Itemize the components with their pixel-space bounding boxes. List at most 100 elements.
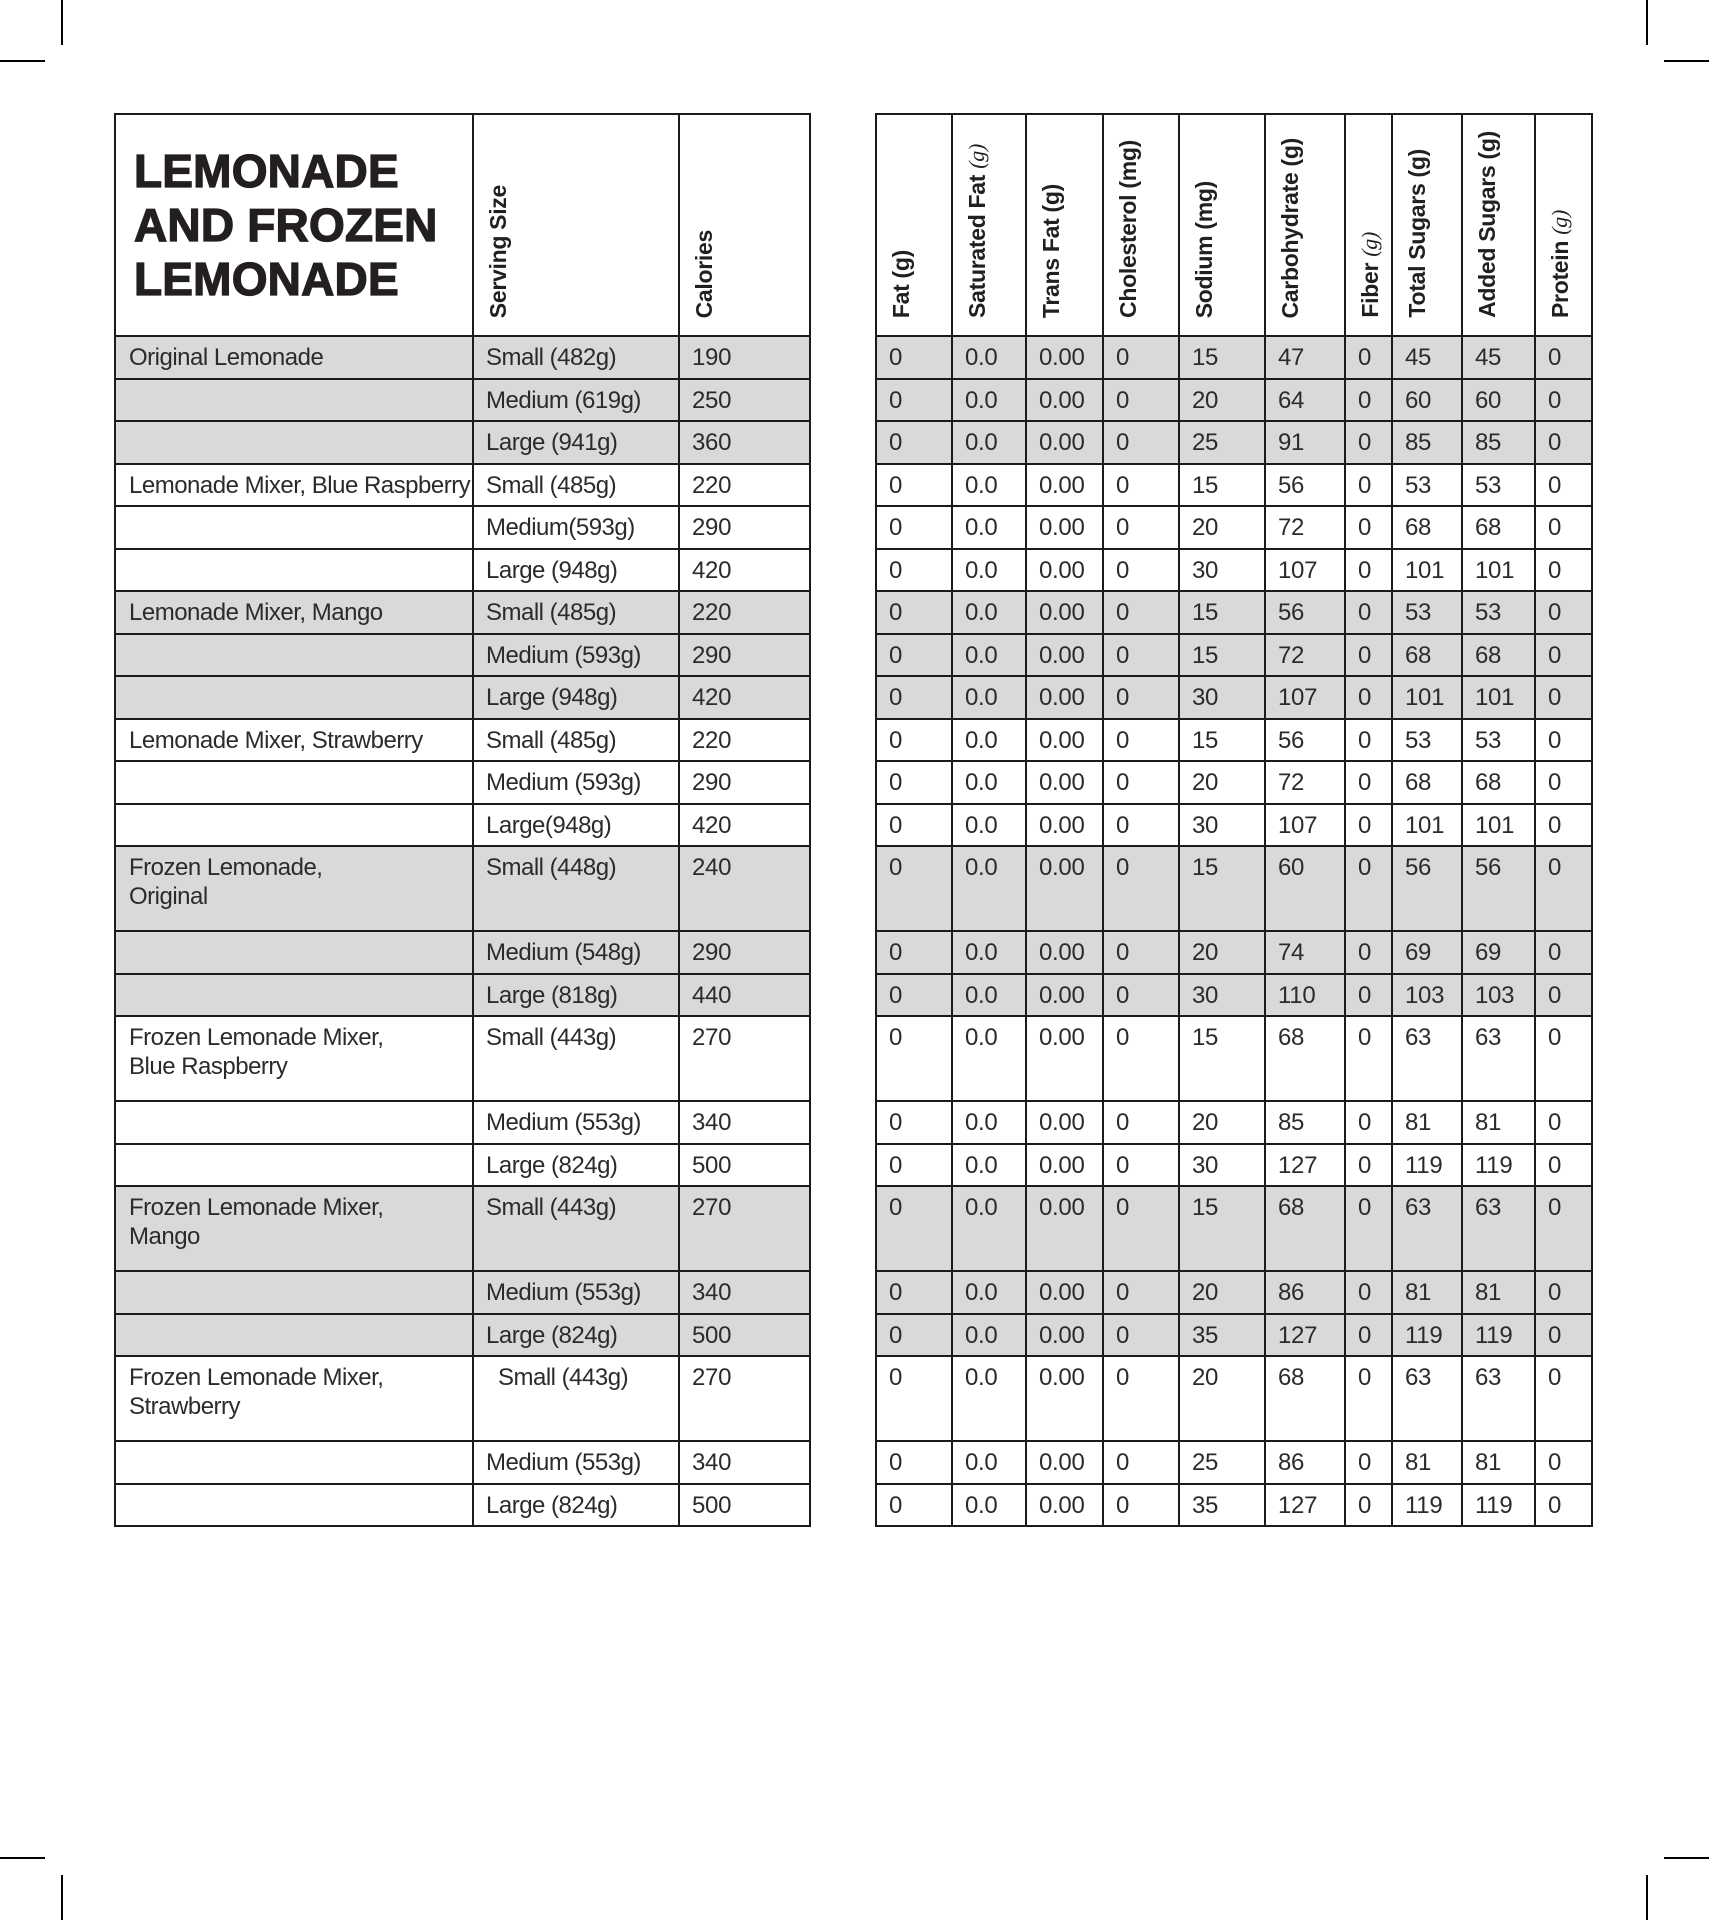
value-cell-protein: 0 (1534, 1185, 1593, 1272)
value-cell-total-sugars: 119 (1391, 1142, 1463, 1187)
value-cell-sodium: 20 (1178, 1100, 1266, 1145)
nutrient-name: Trans Fat (1038, 218, 1064, 318)
nutrient-values-row: 0 0.0 0.00 0 25 86 0 81 81 0 (875, 1440, 1593, 1485)
nutrient-values-row: 0 0.0 0.00 0 15 68 0 63 63 0 (875, 1185, 1593, 1272)
value-cell-fat: 0 (875, 845, 953, 932)
value-cell-trans-fat: 0.00 (1025, 1270, 1104, 1315)
nutrient-unit: (g) (1547, 210, 1572, 235)
item-row: Medium(593g) 290 (114, 505, 811, 550)
value-cell-trans-fat: 0.00 (1025, 1015, 1104, 1102)
item-name-cell (114, 760, 474, 805)
nutrient-values-row: 0 0.0 0.00 0 20 72 0 68 68 0 (875, 505, 1593, 550)
value-cell-cholesterol: 0 (1102, 675, 1180, 720)
nutrient-values-row: 0 0.0 0.00 0 35 127 0 119 119 0 (875, 1312, 1593, 1357)
table-title: LEMONADE AND FROZEN LEMONADE (133, 144, 438, 305)
value-cell-added-sugars: 101 (1461, 547, 1536, 592)
nutrient-values-row: 0 0.0 0.00 0 30 107 0 101 101 0 (875, 675, 1593, 720)
item-name-cell (114, 1312, 474, 1357)
value-cell-saturated-fat: 0.0 (951, 845, 1027, 932)
value-cell-saturated-fat: 0.0 (951, 505, 1027, 550)
item-name-cell: Frozen Lemonade, Original (114, 845, 474, 932)
value-cell-sodium: 30 (1178, 802, 1266, 847)
value-cell-trans-fat: 0.00 (1025, 335, 1104, 380)
item-name-cell (114, 802, 474, 847)
value-cell-total-sugars: 81 (1391, 1440, 1463, 1485)
serving-size-label: Serving Size (485, 184, 511, 318)
value-cell-added-sugars: 56 (1461, 845, 1536, 932)
value-cell-saturated-fat: 0.0 (951, 930, 1027, 975)
crop-mark-bottom-right-horizontal (1664, 1857, 1709, 1859)
serving-size-cell: Small (443g) (472, 1355, 680, 1442)
crop-mark-top-right-horizontal (1664, 60, 1709, 62)
item-name-cell: Frozen Lemonade Mixer, Mango (114, 1185, 474, 1272)
value-cell-carbohydrate: 74 (1264, 930, 1346, 975)
value-cell-fat: 0 (875, 1312, 953, 1357)
value-cell-carbohydrate: 110 (1264, 972, 1346, 1017)
value-cell-added-sugars: 81 (1461, 1440, 1536, 1485)
value-cell-sodium: 30 (1178, 675, 1266, 720)
value-cell-fiber: 0 (1344, 505, 1393, 550)
value-cell-fiber: 0 (1344, 760, 1393, 805)
value-cell-trans-fat: 0.00 (1025, 505, 1104, 550)
value-cell-protein: 0 (1534, 632, 1593, 677)
value-cell-total-sugars: 101 (1391, 802, 1463, 847)
value-cell-fiber: 0 (1344, 675, 1393, 720)
nutrition-values-table: Fat (g) Saturated Fat (g) Trans Fat (g) Cho… (875, 113, 1593, 1527)
serving-size-cell: Medium (553g) (472, 1100, 680, 1145)
value-cell-total-sugars: 68 (1391, 505, 1463, 550)
value-cell-protein: 0 (1534, 930, 1593, 975)
column-header-trans-fat: Trans Fat (g) (1025, 113, 1104, 337)
value-cell-saturated-fat: 0.0 (951, 462, 1027, 507)
nutrient-header-row: Fat (g) Saturated Fat (g) Trans Fat (g) Cho… (875, 113, 1593, 337)
nutrient-values-row: 0 0.0 0.00 0 20 68 0 63 63 0 (875, 1355, 1593, 1442)
value-cell-added-sugars: 81 (1461, 1270, 1536, 1315)
calories-cell: 270 (678, 1185, 811, 1272)
nutrient-values-row: 0 0.0 0.00 0 15 68 0 63 63 0 (875, 1015, 1593, 1102)
value-cell-carbohydrate: 107 (1264, 675, 1346, 720)
value-cell-cholesterol: 0 (1102, 335, 1180, 380)
item-name-cell (114, 547, 474, 592)
serving-size-cell: Medium (548g) (472, 930, 680, 975)
value-cell-trans-fat: 0.00 (1025, 590, 1104, 635)
item-row: Medium (548g) 290 (114, 930, 811, 975)
value-cell-protein: 0 (1534, 1270, 1593, 1315)
item-name-cell: Frozen Lemonade Mixer, Strawberry (114, 1355, 474, 1442)
value-cell-cholesterol: 0 (1102, 1482, 1180, 1527)
value-cell-added-sugars: 63 (1461, 1355, 1536, 1442)
value-cell-fat: 0 (875, 760, 953, 805)
nutrient-values-row: 0 0.0 0.00 0 20 85 0 81 81 0 (875, 1100, 1593, 1145)
crop-mark-top-left-vertical (61, 0, 63, 45)
item-name-cell (114, 972, 474, 1017)
value-cell-saturated-fat: 0.0 (951, 632, 1027, 677)
value-cell-fiber: 0 (1344, 632, 1393, 677)
value-cell-trans-fat: 0.00 (1025, 462, 1104, 507)
value-cell-saturated-fat: 0.0 (951, 675, 1027, 720)
item-row: Frozen Lemonade Mixer, Mango Small (443g)… (114, 1185, 811, 1272)
serving-size-cell: Medium (593g) (472, 760, 680, 805)
column-header-serving-size: Serving Size (472, 113, 680, 337)
value-cell-total-sugars: 103 (1391, 972, 1463, 1017)
serving-size-cell: Large (948g) (472, 675, 680, 720)
value-cell-added-sugars: 68 (1461, 760, 1536, 805)
value-cell-carbohydrate: 86 (1264, 1440, 1346, 1485)
value-cell-sodium: 35 (1178, 1482, 1266, 1527)
serving-size-cell: Large (948g) (472, 547, 680, 592)
value-cell-cholesterol: 0 (1102, 420, 1180, 465)
value-cell-cholesterol: 0 (1102, 1440, 1180, 1485)
item-row: Lemonade Mixer, Strawberry Small (485g) 22… (114, 717, 811, 762)
value-cell-carbohydrate: 127 (1264, 1482, 1346, 1527)
nutrient-values-row: 0 0.0 0.00 0 20 72 0 68 68 0 (875, 760, 1593, 805)
calories-cell: 500 (678, 1312, 811, 1357)
value-cell-carbohydrate: 107 (1264, 802, 1346, 847)
crop-mark-bottom-right-vertical (1646, 1875, 1648, 1920)
value-cell-saturated-fat: 0.0 (951, 1100, 1027, 1145)
value-cell-sodium: 15 (1178, 1185, 1266, 1272)
value-cell-added-sugars: 53 (1461, 590, 1536, 635)
value-cell-trans-fat: 0.00 (1025, 1355, 1104, 1442)
value-cell-total-sugars: 119 (1391, 1312, 1463, 1357)
value-cell-cholesterol: 0 (1102, 590, 1180, 635)
value-cell-fat: 0 (875, 972, 953, 1017)
column-header-calories: Calories (678, 113, 811, 337)
item-row: Large (824g) 500 (114, 1482, 811, 1527)
